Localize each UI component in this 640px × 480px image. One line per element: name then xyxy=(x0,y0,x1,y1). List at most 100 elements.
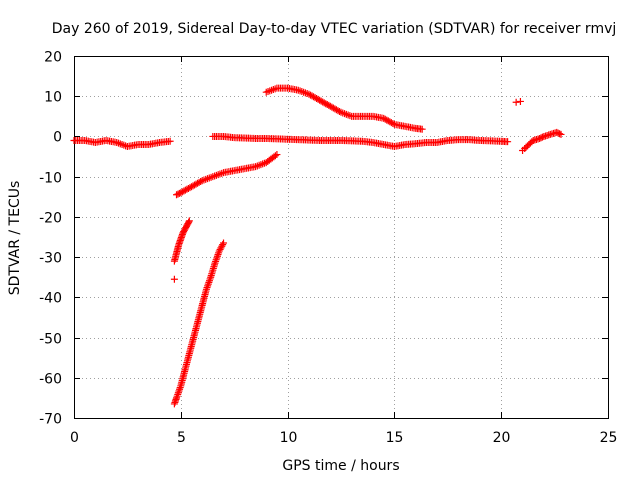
data-point-marker xyxy=(556,130,564,138)
series-group xyxy=(521,128,565,153)
data-point-marker xyxy=(313,95,321,103)
y-tick-label: 20 xyxy=(44,50,62,66)
data-point-marker xyxy=(218,242,226,250)
data-point-marker xyxy=(220,239,228,247)
data-point-marker xyxy=(206,275,214,283)
data-point-marker xyxy=(213,252,221,260)
data-point-marker xyxy=(184,184,192,192)
data-point-marker xyxy=(305,90,313,98)
data-point-marker xyxy=(331,105,339,113)
data-point-marker xyxy=(166,137,174,145)
data-point-marker xyxy=(185,218,193,226)
data-point-marker xyxy=(173,394,181,402)
data-point-marker xyxy=(185,217,193,225)
data-point-marker xyxy=(202,285,210,293)
data-point-marker xyxy=(186,184,194,192)
data-point-marker xyxy=(383,116,391,124)
data-point-marker xyxy=(212,257,220,265)
data-point-marker xyxy=(211,259,219,267)
data-point-marker xyxy=(381,115,389,123)
axis-ticks: 0 5 10 15 20 25 -70 -60 -50 -40 -30 -20 -10 0 10 20 xyxy=(39,50,617,447)
data-point-marker xyxy=(538,133,546,141)
data-point-marker xyxy=(325,101,333,109)
y-tick-label: 10 xyxy=(44,90,62,106)
data-point-marker xyxy=(329,104,337,112)
data-point-marker xyxy=(308,92,316,100)
data-point-marker xyxy=(332,106,340,114)
data-point-marker xyxy=(213,254,221,262)
y-tick-label: 0 xyxy=(53,130,62,146)
data-point-marker xyxy=(183,185,191,193)
data-point-marker xyxy=(191,181,199,189)
data-point-marker xyxy=(512,98,520,106)
y-axis-label: SDTVAR / TECUs xyxy=(7,181,23,296)
plot-frame xyxy=(74,56,609,419)
x-tick-label: 25 xyxy=(600,430,618,446)
data-point-marker xyxy=(216,245,224,253)
data-point-marker xyxy=(219,241,227,249)
chart-title: Day 260 of 2019, Sidereal Day-to-day VTE… xyxy=(52,21,617,37)
data-point-marker xyxy=(380,114,388,122)
data-point-marker xyxy=(306,91,314,99)
data-point-marker xyxy=(217,244,225,252)
y-tick-label: -60 xyxy=(39,372,62,388)
data-point-marker xyxy=(214,251,222,259)
data-point-marker xyxy=(195,178,203,186)
series-group xyxy=(170,97,527,283)
data-point-marker xyxy=(178,188,186,196)
y-tick-label: -40 xyxy=(39,291,62,307)
data-point-marker xyxy=(326,102,334,110)
data-point-marker xyxy=(173,392,181,400)
series-group xyxy=(70,136,174,150)
grid-lines xyxy=(74,56,608,418)
series-group xyxy=(170,217,193,265)
data-point-marker xyxy=(418,125,426,133)
data-point-marker xyxy=(389,120,397,128)
data-point-marker xyxy=(194,179,202,187)
data-point-marker xyxy=(323,101,331,109)
data-point-marker xyxy=(180,187,188,195)
data-point-marker xyxy=(273,151,281,159)
data-point-marker xyxy=(322,100,330,108)
data-point-marker xyxy=(189,182,197,190)
x-tick-label: 20 xyxy=(493,430,511,446)
x-tick-label: 15 xyxy=(386,430,404,446)
data-point-marker xyxy=(204,280,212,288)
y-tick-label: -70 xyxy=(39,412,62,428)
data-point-marker xyxy=(175,189,183,197)
data-point-marker xyxy=(317,97,325,105)
data-point-marker xyxy=(176,385,184,393)
data-point-marker xyxy=(205,277,213,285)
data-point-marker xyxy=(187,183,195,191)
y-tick-label: -50 xyxy=(39,332,62,348)
series-group xyxy=(170,239,228,408)
data-point-marker xyxy=(271,152,279,160)
data-point-marker xyxy=(205,278,213,286)
data-point-marker xyxy=(334,107,342,115)
data-point-marker xyxy=(181,186,189,194)
data-point-marker xyxy=(174,390,182,398)
y-tick-label: -10 xyxy=(39,171,62,187)
series-group xyxy=(262,84,426,133)
data-point-marker xyxy=(311,94,319,102)
data-point-marker xyxy=(387,119,395,127)
data-point-marker xyxy=(310,93,318,101)
y-tick-label: -20 xyxy=(39,211,62,227)
data-point-marker xyxy=(174,389,182,397)
data-point-marker xyxy=(384,117,392,125)
data-point-marker xyxy=(319,98,327,106)
data-point-marker xyxy=(328,103,336,111)
data-points xyxy=(70,84,565,408)
series-group xyxy=(209,132,512,150)
data-point-marker xyxy=(215,247,223,255)
data-point-marker xyxy=(197,178,205,186)
y-tick-label: -30 xyxy=(39,251,62,267)
data-point-marker xyxy=(176,384,184,392)
data-point-marker xyxy=(175,387,183,395)
data-point-marker xyxy=(204,282,212,290)
data-point-marker xyxy=(320,99,328,107)
data-point-marker xyxy=(170,275,178,283)
data-point-marker xyxy=(215,249,223,257)
x-tick-label: 10 xyxy=(280,430,298,446)
